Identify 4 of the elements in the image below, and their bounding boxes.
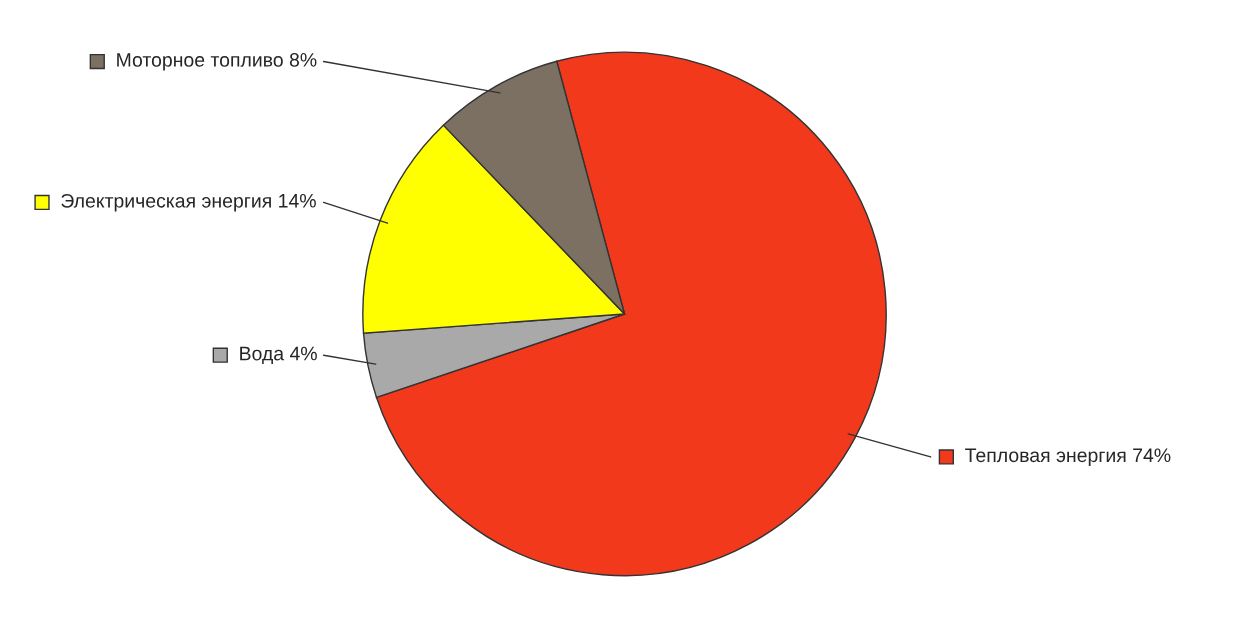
legend-label: Тепловая энергия 74%: [965, 448, 1171, 466]
legend-label: Вода 4%: [240, 346, 317, 365]
legend-label: Моторное топливо 8%: [117, 53, 317, 71]
legend-label: Электрическая энергия 14%: [61, 193, 316, 212]
